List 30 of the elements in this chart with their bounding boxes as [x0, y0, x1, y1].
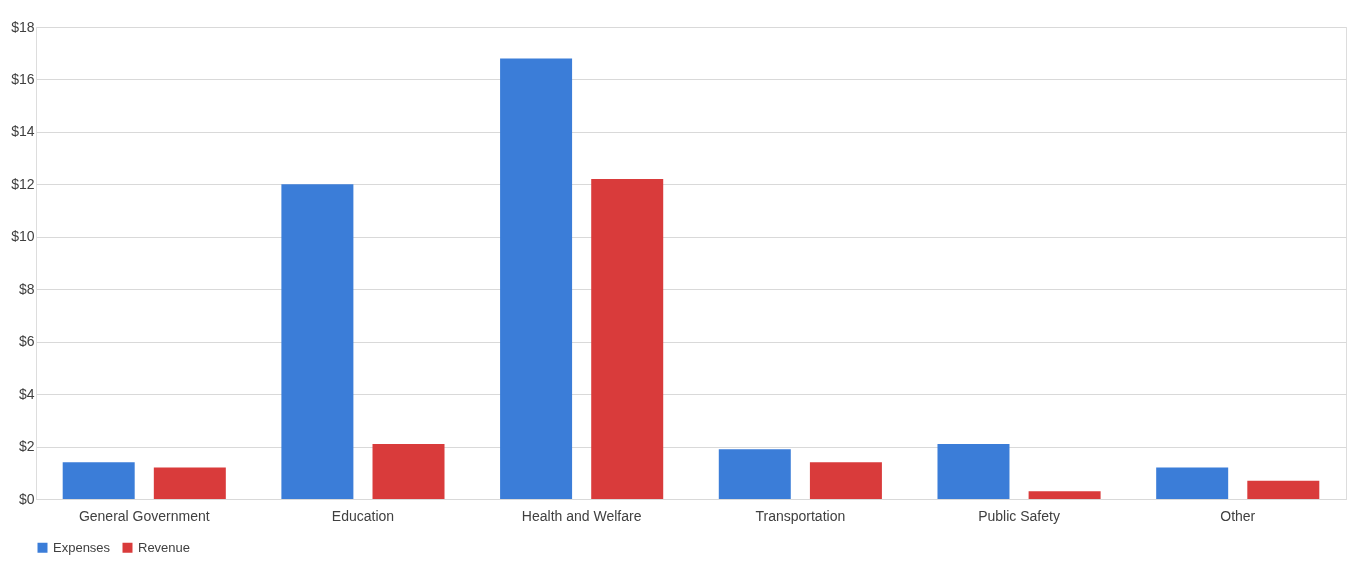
bar	[1247, 480, 1320, 499]
y-tick-label: $14	[11, 123, 35, 140]
x-tick-label: Other	[1220, 507, 1256, 524]
legend-label: Expenses	[53, 539, 111, 555]
legend-label: Revenue	[138, 539, 191, 555]
y-tick-label: $16	[11, 70, 35, 87]
bar	[500, 58, 573, 499]
bar	[937, 443, 1010, 499]
y-tick-label: $10	[11, 228, 35, 245]
x-tick-label: Education	[331, 507, 395, 524]
y-tick-label: $0	[18, 490, 35, 507]
bar	[153, 467, 226, 499]
y-tick-label: $12	[11, 175, 35, 192]
y-tick-label: $8	[18, 280, 35, 297]
x-tick-label: Transportation	[755, 507, 846, 524]
y-tick-label: $18	[11, 18, 35, 35]
y-tick-label: $2	[18, 438, 35, 455]
x-tick-label: Health and Welfare	[521, 507, 642, 524]
x-tick-label: Public Safety	[978, 507, 1060, 524]
bar	[809, 462, 882, 499]
y-tick-label: $6	[18, 333, 35, 350]
bar	[1028, 491, 1101, 499]
bar	[372, 443, 445, 499]
bar	[1156, 467, 1229, 499]
bar	[591, 179, 664, 499]
x-tick-label: General Government	[78, 507, 210, 524]
bar	[281, 184, 354, 499]
bar	[62, 462, 135, 499]
y-tick-label: $4	[18, 385, 35, 402]
bar	[718, 449, 791, 499]
